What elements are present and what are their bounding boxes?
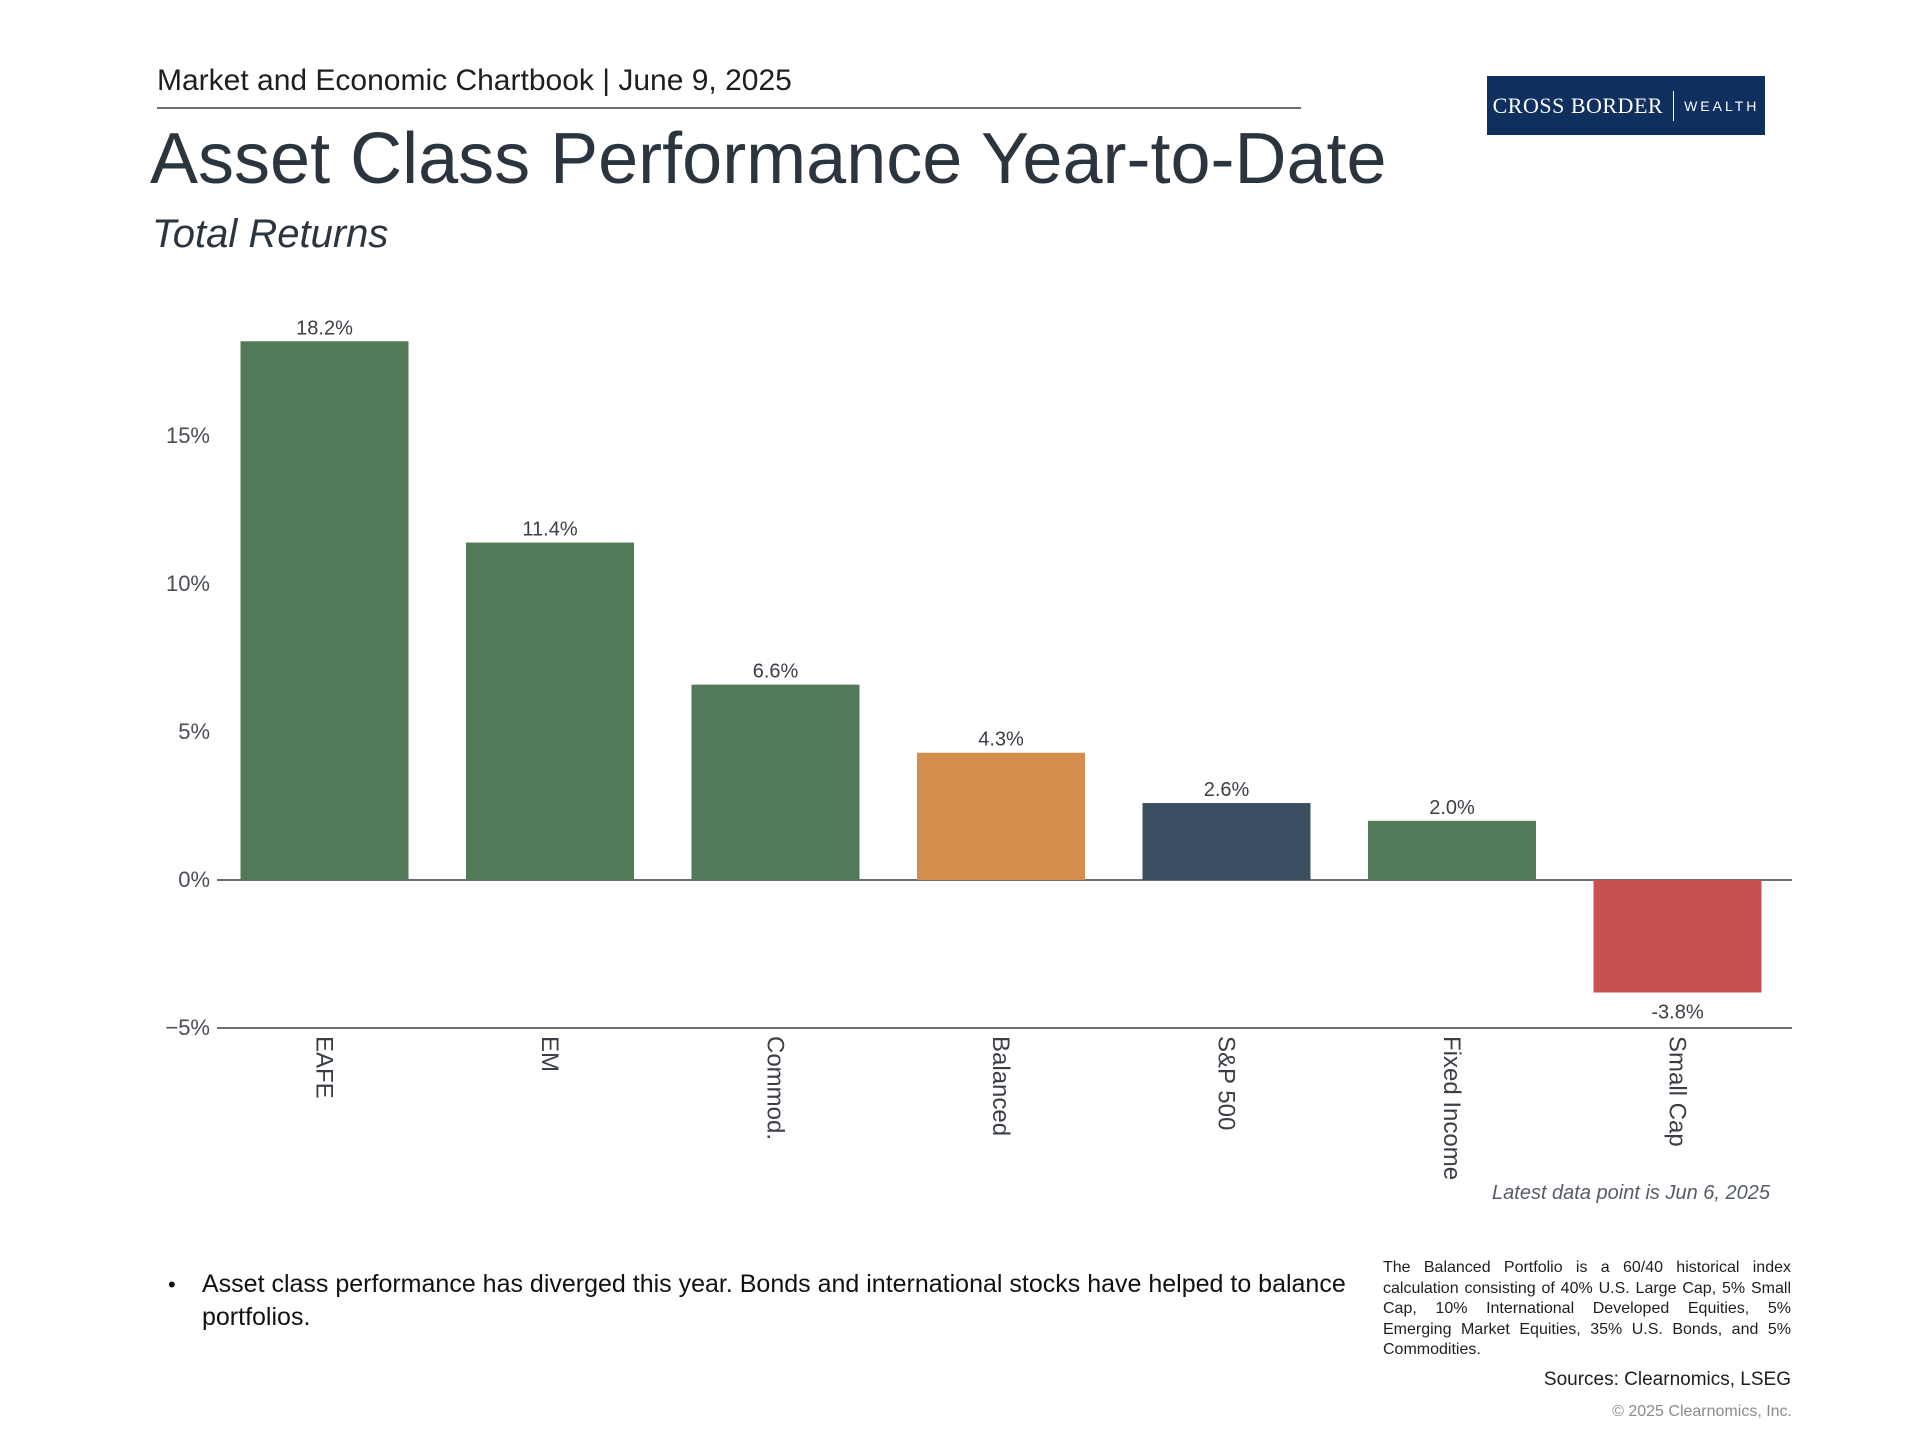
page-title: Asset Class Performance Year-to-Date [150,119,1387,199]
publication-header: Market and Economic Chartbook | June 9, … [157,64,792,97]
bar-value-label: 4.3% [978,729,1024,751]
y-tick-label: −5% [165,1015,210,1040]
bar [691,684,860,880]
x-category-label: EM [536,1036,563,1072]
bar [240,341,409,880]
bar-value-label: -3.8% [1651,1001,1703,1023]
bullet-marker: • [168,1272,176,1297]
logo-sub-text: WEALTH [1684,97,1760,114]
sources-line: Sources: Clearnomics, LSEG [1543,1369,1791,1390]
y-tick-label: 0% [178,867,210,892]
page-subtitle: Total Returns [152,212,389,256]
brand-logo: CROSS BORDER WEALTH [1487,76,1765,135]
x-category-label: Balanced [987,1036,1014,1136]
commentary-text: Asset class performance has diverged thi… [202,1270,1346,1331]
chart-data-note: Latest data point is Jun 6, 2025 [1492,1182,1770,1204]
x-category-label: Small Cap [1664,1036,1691,1147]
y-tick-label: 10% [166,571,210,596]
bar [466,542,634,880]
header-divider [157,107,1301,109]
bar-value-label: 2.6% [1204,779,1250,801]
bar-value-label: 2.0% [1429,797,1475,819]
copyright-line: © 2025 Clearnomics, Inc. [1612,1403,1792,1420]
x-category-label: Fixed Income [1438,1036,1465,1180]
bar-value-label: 11.4% [522,519,577,541]
balanced-portfolio-footnote: The Balanced Portfolio is a 60/40 histor… [1383,1259,1791,1358]
bar-value-label: 18.2% [296,317,353,339]
bar [1593,880,1762,993]
x-category-label: Commod. [762,1036,789,1140]
bar [1142,803,1311,880]
bar-value-label: 6.6% [753,661,799,683]
x-category-label: EAFE [311,1036,338,1099]
x-category-label: S&P 500 [1213,1036,1240,1130]
logo-brand-text: CROSS BORDER [1492,92,1664,118]
y-tick-label: 5% [178,719,210,744]
logo-separator [1673,90,1675,121]
commentary-bullet: • Asset class performance has diverged t… [168,1268,1358,1334]
y-tick-label: 15% [166,423,210,448]
bar [917,752,1085,880]
bar [1368,820,1536,880]
